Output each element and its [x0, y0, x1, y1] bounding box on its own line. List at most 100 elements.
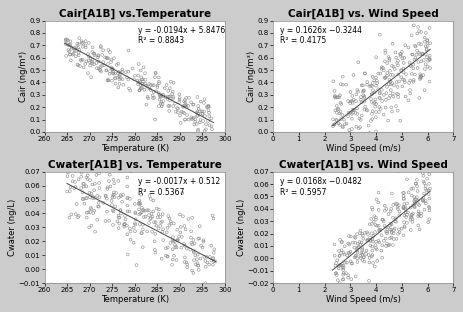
Point — [353, 245, 361, 250]
Point — [409, 79, 416, 84]
Point — [363, 232, 371, 236]
Point — [357, 240, 364, 245]
Point — [367, 119, 374, 124]
Point — [205, 110, 212, 115]
Point — [330, 122, 337, 127]
Point — [98, 52, 106, 57]
Point — [399, 196, 407, 201]
Point — [181, 97, 188, 102]
Point — [166, 86, 173, 91]
Point — [143, 208, 150, 213]
Point — [96, 68, 104, 73]
Point — [409, 186, 416, 191]
Point — [157, 100, 165, 105]
Point — [421, 187, 428, 192]
Point — [109, 222, 116, 227]
Point — [194, 104, 201, 109]
Point — [82, 45, 89, 50]
Point — [417, 211, 424, 216]
Point — [345, 250, 352, 255]
Point — [385, 58, 392, 63]
Point — [351, 99, 359, 104]
Point — [333, 107, 341, 112]
Point — [194, 261, 201, 266]
Point — [400, 220, 407, 225]
Point — [420, 207, 427, 212]
Point — [115, 221, 123, 226]
Point — [367, 216, 374, 221]
Point — [356, 228, 363, 233]
Point — [396, 51, 404, 56]
Point — [388, 63, 395, 68]
Point — [388, 191, 395, 196]
Point — [176, 230, 184, 235]
Point — [330, 122, 338, 127]
Point — [169, 94, 176, 99]
Point — [87, 205, 94, 210]
Point — [368, 236, 375, 241]
Point — [131, 229, 138, 234]
Point — [165, 103, 173, 108]
Point — [369, 239, 376, 244]
Point — [183, 262, 190, 267]
Point — [95, 186, 103, 191]
Point — [179, 104, 187, 109]
Point — [353, 87, 360, 92]
Point — [337, 263, 344, 268]
Point — [159, 227, 167, 232]
Point — [414, 95, 422, 100]
Point — [330, 285, 338, 290]
Point — [62, 37, 69, 42]
Point — [94, 53, 102, 58]
Point — [363, 237, 370, 242]
Point — [412, 177, 419, 182]
Point — [116, 72, 123, 77]
Point — [392, 55, 399, 60]
Point — [387, 229, 394, 234]
Point — [356, 231, 363, 236]
Point — [337, 248, 344, 253]
Point — [404, 98, 411, 103]
Point — [120, 222, 128, 227]
Point — [138, 205, 145, 210]
Point — [377, 248, 384, 253]
Point — [407, 212, 414, 217]
Point — [344, 241, 351, 246]
Point — [419, 195, 426, 200]
Point — [356, 253, 363, 258]
Point — [381, 105, 388, 110]
Point — [365, 256, 373, 261]
Point — [379, 219, 387, 224]
Point — [84, 177, 91, 182]
Point — [64, 170, 71, 175]
Point — [163, 254, 171, 259]
Point — [334, 263, 342, 268]
Point — [66, 43, 73, 48]
Point — [424, 220, 431, 225]
Point — [404, 45, 411, 50]
Point — [210, 247, 218, 252]
Point — [143, 229, 150, 234]
Point — [95, 180, 102, 185]
Point — [77, 186, 85, 191]
Point — [144, 94, 151, 99]
Point — [332, 118, 340, 123]
Point — [123, 175, 131, 180]
Point — [342, 121, 350, 126]
Point — [394, 92, 401, 97]
Point — [172, 109, 179, 114]
Point — [64, 38, 71, 43]
Point — [77, 174, 85, 179]
Point — [150, 90, 157, 95]
Point — [100, 200, 107, 205]
Point — [346, 99, 353, 104]
Point — [125, 69, 132, 74]
Point — [171, 101, 178, 106]
Point — [378, 243, 385, 248]
Point — [178, 234, 185, 239]
Point — [189, 102, 196, 107]
Point — [341, 260, 348, 265]
Point — [355, 126, 362, 131]
Point — [408, 203, 416, 208]
Point — [145, 212, 152, 217]
